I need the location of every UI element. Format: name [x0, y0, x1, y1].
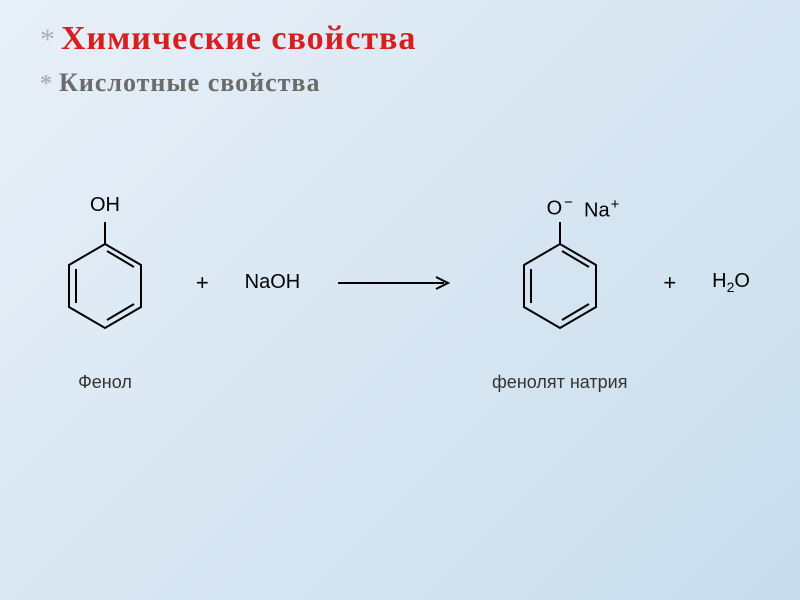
asterisk-icon: * — [40, 71, 53, 98]
phenolate-ring — [524, 222, 596, 328]
minus-charge-icon: − — [564, 194, 573, 211]
byproduct-h2o: H2O — [712, 270, 750, 295]
phenol-oh-label: OH — [90, 194, 120, 217]
phenol-label: Фенол — [78, 372, 132, 393]
phenolate-molecule: O− Na+ фенолят натрия — [492, 200, 627, 393]
reagent-naoh: NaOH — [245, 271, 301, 294]
slide: * Химические свойства * Кислотные свойст… — [0, 0, 800, 600]
plus-sign: + — [196, 270, 209, 296]
phenolate-na-text: Na — [584, 200, 610, 222]
title-main-line: * Химические свойства — [40, 20, 760, 58]
plus-sign: + — [663, 270, 676, 296]
asterisk-icon: * — [40, 23, 55, 57]
title-main: Химические свойства — [61, 20, 416, 58]
plus-charge-icon: + — [611, 196, 620, 213]
phenol-molecule: OH Фенол — [50, 200, 160, 393]
reaction-diagram: OH Фенол + NaOH — [50, 200, 750, 393]
title-sub: Кислотные свойства — [59, 68, 320, 98]
phenolate-label: фенолят натрия — [492, 372, 627, 393]
reaction-arrow-icon — [336, 273, 456, 293]
phenol-ring — [69, 222, 141, 328]
phenolate-na-label: Na+ — [584, 196, 619, 223]
phenolate-o-text: O — [547, 198, 563, 220]
h2o-o: O — [734, 270, 750, 292]
title-sub-line: * Кислотные свойства — [40, 68, 760, 98]
phenolate-o-label: O− — [547, 194, 573, 221]
benzene-ring-icon — [50, 200, 160, 360]
benzene-ring-icon — [505, 200, 615, 360]
h2o-h: H — [712, 270, 726, 292]
